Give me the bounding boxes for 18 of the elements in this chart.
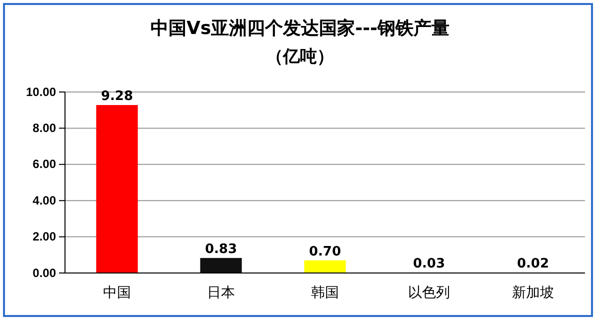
y-tick-label: 2.00 bbox=[32, 230, 56, 244]
y-tick-label: 4.00 bbox=[32, 193, 56, 208]
y-tick-label: 10.00 bbox=[26, 84, 56, 99]
data-label: 0.70 bbox=[308, 244, 342, 260]
chart-subtitle: （亿吨） bbox=[266, 47, 334, 67]
y-tick-label: 0.00 bbox=[32, 266, 56, 280]
x-tick-label: 中国 bbox=[103, 284, 131, 300]
data-label: 9.28 bbox=[100, 89, 134, 104]
x-tick-label: 以色列 bbox=[408, 284, 450, 300]
x-tick-label: 新加坡 bbox=[512, 284, 554, 300]
x-tick-label: 日本 bbox=[207, 284, 235, 300]
chart-title: 中国Vs亚洲四个发达国家---钢铁产量 bbox=[150, 18, 450, 39]
y-tick-label: 6.00 bbox=[32, 157, 56, 172]
data-label: 0.03 bbox=[412, 256, 446, 272]
data-label: 0.83 bbox=[204, 242, 238, 257]
data-label: 0.02 bbox=[516, 256, 550, 272]
x-tick-label: 韩国 bbox=[311, 284, 339, 300]
y-tick-label: 8.00 bbox=[32, 121, 56, 136]
